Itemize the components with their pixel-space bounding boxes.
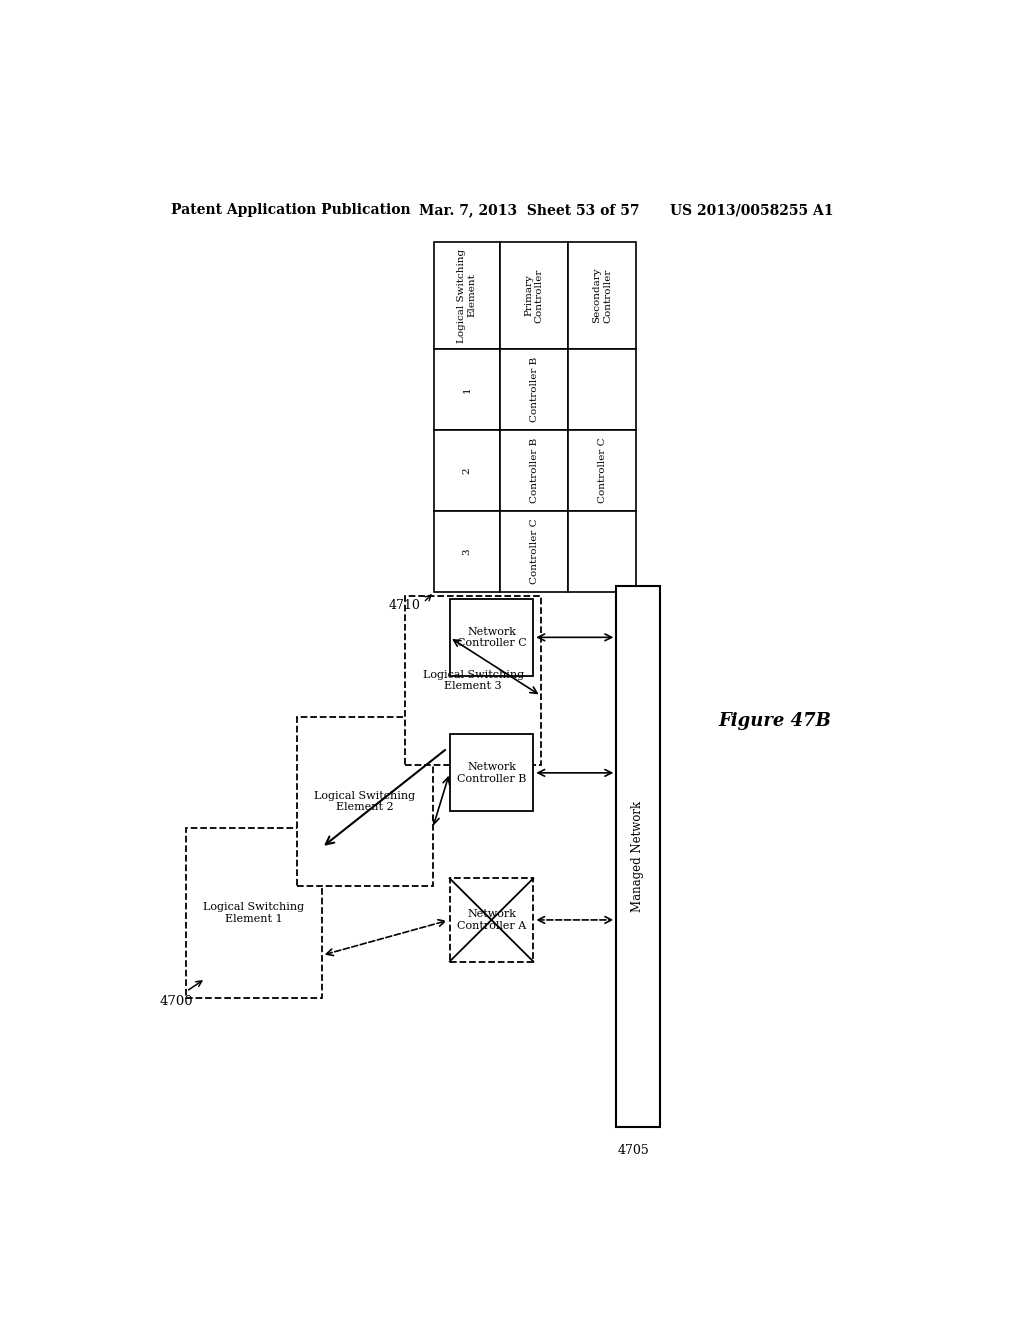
- Text: Logical Switching
Element: Logical Switching Element: [458, 248, 477, 342]
- Bar: [616, 586, 659, 1127]
- Text: Controller B: Controller B: [529, 358, 539, 422]
- Text: Network
Controller C: Network Controller C: [457, 627, 526, 648]
- Text: Controller C: Controller C: [598, 438, 607, 503]
- Bar: [450, 599, 534, 676]
- Text: Controller B: Controller B: [529, 438, 539, 503]
- Text: Figure 47B: Figure 47B: [719, 711, 831, 730]
- Text: Network
Controller A: Network Controller A: [457, 909, 526, 931]
- Text: Mar. 7, 2013  Sheet 53 of 57: Mar. 7, 2013 Sheet 53 of 57: [419, 203, 639, 216]
- Bar: [500, 350, 568, 430]
- Bar: [406, 595, 541, 766]
- Text: Network
Controller B: Network Controller B: [457, 762, 526, 784]
- Text: Primary
Controller: Primary Controller: [524, 268, 544, 322]
- Bar: [568, 511, 636, 591]
- Text: 4700: 4700: [160, 995, 193, 1008]
- Bar: [500, 511, 568, 591]
- Text: 4710: 4710: [388, 599, 420, 612]
- Text: Logical Switching
Element 1: Logical Switching Element 1: [204, 902, 304, 924]
- Text: Patent Application Publication: Patent Application Publication: [171, 203, 411, 216]
- Text: Managed Network: Managed Network: [632, 801, 644, 912]
- Text: Secondary
Controller: Secondary Controller: [593, 268, 612, 323]
- Bar: [434, 350, 500, 430]
- Bar: [434, 511, 500, 591]
- Bar: [568, 242, 636, 350]
- Bar: [450, 734, 534, 812]
- Bar: [297, 717, 432, 886]
- Bar: [568, 430, 636, 511]
- Bar: [434, 242, 500, 350]
- Text: Logical Switching
Element 3: Logical Switching Element 3: [423, 669, 524, 692]
- Bar: [450, 878, 534, 961]
- Text: Logical Switching
Element 2: Logical Switching Element 2: [314, 791, 416, 812]
- Text: 3: 3: [463, 548, 472, 554]
- Bar: [500, 242, 568, 350]
- Bar: [500, 430, 568, 511]
- Text: Controller C: Controller C: [529, 519, 539, 585]
- Text: 2: 2: [463, 467, 472, 474]
- Bar: [434, 430, 500, 511]
- Text: 4705: 4705: [617, 1144, 649, 1158]
- Bar: [186, 829, 322, 998]
- Bar: [568, 350, 636, 430]
- Text: 1: 1: [463, 387, 472, 393]
- Text: US 2013/0058255 A1: US 2013/0058255 A1: [671, 203, 834, 216]
